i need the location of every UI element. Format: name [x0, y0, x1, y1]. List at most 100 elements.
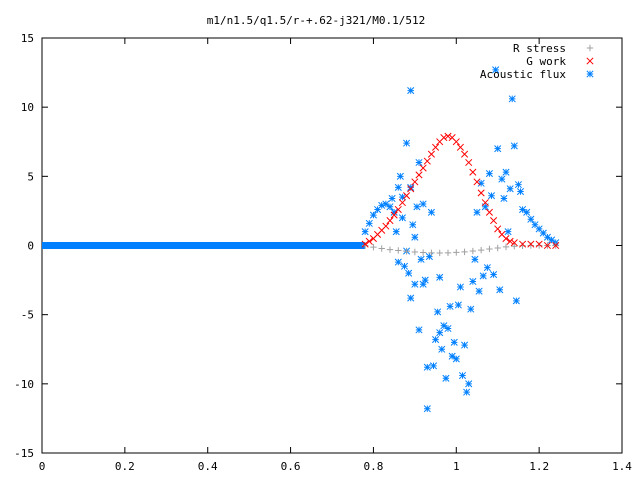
r-stress-point — [477, 246, 485, 254]
g-work-point — [444, 132, 452, 140]
x-tick-label: 1 — [453, 460, 460, 473]
g-work-point — [510, 239, 518, 247]
acoustic-flux-point — [469, 277, 477, 286]
legend-label-g-work: G work — [526, 55, 566, 68]
acoustic-flux-point — [463, 388, 471, 396]
g-work-point — [427, 150, 435, 158]
acoustic-flux-point — [483, 264, 491, 272]
acoustic-flux-point — [471, 255, 479, 263]
acoustic-flux-point — [494, 145, 502, 153]
legend-marker — [586, 70, 594, 78]
x-tick-label: 0.2 — [115, 460, 135, 473]
x-tick-label: 0.4 — [198, 460, 218, 473]
acoustic-flux-point — [429, 362, 438, 370]
acoustic-flux-point — [382, 200, 390, 208]
g-work-point — [502, 235, 510, 243]
legend-marker-acoustic-flux — [586, 70, 594, 78]
g-work-point — [382, 222, 390, 230]
acoustic-flux-point — [512, 297, 520, 305]
g-work-point — [403, 192, 411, 200]
acoustic-flux-point — [514, 181, 522, 189]
acoustic-flux-point — [510, 142, 518, 150]
g-work-point — [390, 211, 398, 219]
r-stress-point — [436, 249, 443, 257]
acoustic-flux-point — [407, 183, 415, 191]
y-tick-label: -10 — [14, 378, 34, 391]
g-work-point — [494, 225, 502, 233]
acoustic-flux-point — [421, 276, 429, 284]
acoustic-flux-point — [438, 345, 446, 353]
legend-marker — [586, 44, 594, 52]
acoustic-flux-point — [523, 208, 531, 216]
g-work-point — [552, 241, 560, 250]
acoustic-flux-point — [369, 211, 377, 219]
acoustic-flux-point — [496, 286, 504, 294]
y-tick-label: -15 — [14, 447, 34, 460]
acoustic-flux-point — [434, 308, 442, 316]
acoustic-flux-point — [411, 233, 419, 241]
g-work-point — [407, 185, 415, 193]
acoustic-flux-point — [436, 329, 444, 337]
acoustic-flux-point — [452, 355, 460, 363]
y-tick-label: 10 — [21, 101, 34, 114]
x-tick-label: 1.4 — [612, 460, 632, 473]
acoustic-flux-point — [388, 194, 396, 203]
g-work-point — [543, 241, 551, 250]
acoustic-flux-point — [467, 305, 475, 313]
acoustic-flux-point — [442, 374, 450, 382]
legend-marker-g-work — [586, 57, 594, 65]
acoustic-flux-point — [446, 302, 454, 310]
series-g-work — [361, 132, 560, 250]
g-work-point — [419, 164, 427, 172]
r-stress-point — [361, 242, 369, 249]
acoustic-flux-point — [504, 228, 512, 236]
acoustic-flux-point — [417, 255, 425, 263]
r-stress-point — [502, 243, 510, 251]
g-work-point — [452, 138, 460, 146]
r-stress-point — [461, 248, 468, 256]
acoustic-flux-point — [398, 193, 406, 201]
acoustic-flux-point — [539, 229, 547, 237]
g-work-point — [361, 240, 369, 248]
acoustic-flux-point — [461, 341, 469, 349]
x-tick-label: 0 — [39, 460, 46, 473]
y-tick-labels: 15 10 5 0 -5 -10 -15 — [14, 32, 34, 460]
acoustic-flux-point — [498, 175, 506, 183]
series-acoustic-flux — [42, 66, 560, 413]
acoustic-flux-point — [390, 208, 398, 216]
x-tick-label: 0.6 — [281, 460, 301, 473]
acoustic-flux-point — [456, 283, 464, 291]
acoustic-flux-point — [398, 214, 406, 222]
r-stress-point — [419, 249, 427, 256]
y-tick-label: 15 — [21, 32, 34, 45]
g-work-point — [365, 237, 373, 245]
g-work-point — [477, 189, 485, 197]
r-stress-point — [386, 246, 394, 253]
acoustic-flux-point — [543, 233, 551, 241]
legend-label-acoustic-flux: Acoustic flux — [480, 68, 566, 81]
acoustic-flux-point — [415, 158, 423, 167]
acoustic-flux-point — [502, 168, 510, 176]
g-work-point — [456, 143, 464, 151]
r-stress-point — [494, 244, 501, 252]
g-work-point — [469, 168, 477, 176]
r-stress-point — [395, 247, 402, 254]
acoustic-flux-point — [425, 253, 433, 261]
axis-ticks — [41, 37, 623, 454]
acoustic-flux-point — [516, 187, 525, 196]
acoustic-flux-point — [365, 219, 373, 227]
g-work-point — [473, 178, 481, 186]
r-stress-point — [403, 248, 410, 255]
r-stress-point — [444, 249, 452, 257]
acoustic-flux-point — [400, 262, 409, 270]
g-work-point — [415, 171, 423, 179]
acoustic-flux-point — [423, 405, 431, 413]
acoustic-flux-point — [527, 215, 535, 223]
acoustic-flux-point — [423, 363, 431, 371]
acoustic-flux-point — [432, 336, 440, 344]
acoustic-flux-point — [394, 258, 402, 266]
acoustic-flux-point — [479, 272, 487, 280]
g-work-point — [411, 178, 419, 186]
